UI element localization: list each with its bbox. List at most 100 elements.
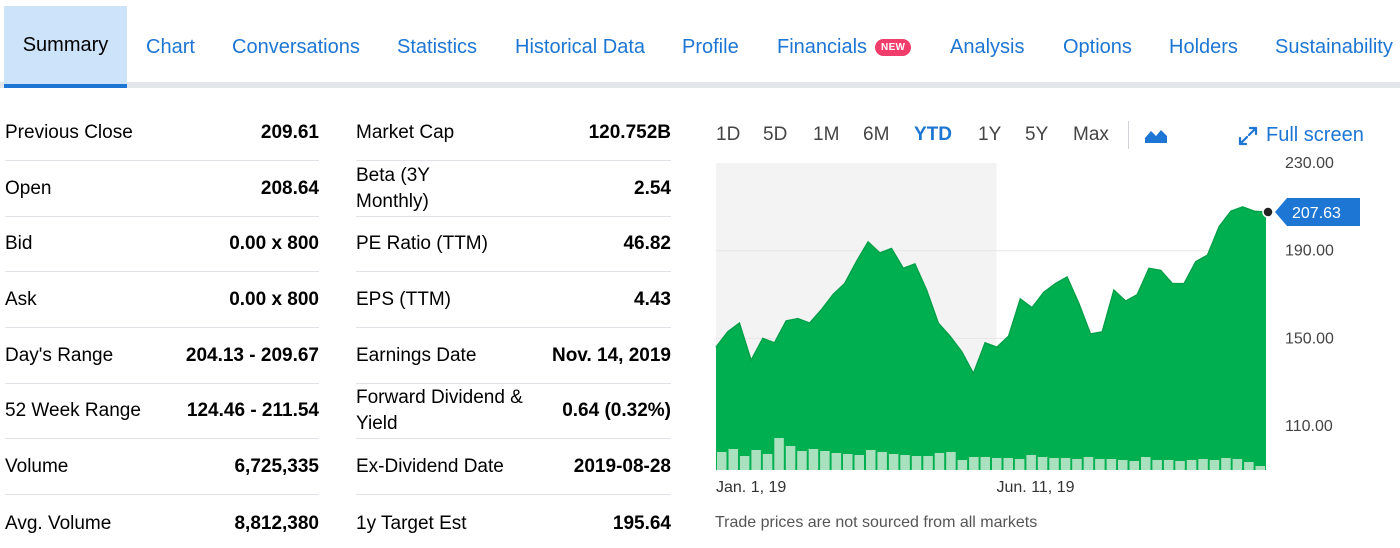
fullscreen-label: Full screen — [1266, 124, 1364, 146]
volume-bar — [785, 446, 796, 470]
volume-bar — [1232, 459, 1243, 470]
volume-bar — [1198, 459, 1208, 470]
quote-row-days-range: Day's Range 204.13 - 209.67 — [5, 329, 319, 384]
tab-label: Historical Data — [515, 35, 646, 58]
row-value: 2.54 — [634, 178, 671, 199]
tab-label: Financials — [777, 35, 868, 58]
volume-bar — [1118, 460, 1128, 470]
y-tick-label: 150.00 — [1285, 330, 1334, 347]
volume-bar — [866, 450, 876, 470]
tab-chart[interactable]: Chart — [146, 6, 195, 88]
volume-bar — [992, 458, 1002, 470]
tab-label: Options — [1063, 35, 1132, 58]
row-value: 0.00 x 800 — [229, 233, 319, 254]
row-value: 208.64 — [260, 178, 319, 199]
volume-bar — [1095, 459, 1105, 470]
chart-footnote: Trade prices are not sourced from all ma… — [715, 514, 1038, 531]
row-label: Market Cap — [356, 122, 455, 143]
volume-bar — [820, 451, 830, 470]
tab-sustainability[interactable]: Sustainability — [1275, 6, 1393, 88]
quote-row-market-cap: Market Cap 120.752B — [356, 106, 671, 161]
row-label: Beta (3Y Monthly) — [356, 165, 430, 212]
tab-summary[interactable]: Summary — [4, 6, 127, 88]
volume-bar — [762, 454, 773, 470]
volume-bar — [957, 460, 968, 470]
range-button-5d[interactable]: 5D — [763, 124, 788, 145]
tab-label: Summary — [22, 33, 109, 56]
range-button-1d[interactable]: 1D — [716, 124, 741, 145]
quote-row-ex-dividend-date: Ex-Dividend Date 2019-08-28 — [356, 440, 671, 495]
tab-financials[interactable]: Financials NEW — [777, 6, 912, 88]
shaded-period — [716, 163, 997, 470]
row-label: EPS (TTM) — [356, 289, 451, 310]
range-button-5y[interactable]: 5Y — [1025, 124, 1049, 145]
volume-bar — [1014, 459, 1025, 470]
quote-row-open: Open 208.64 — [5, 162, 319, 217]
row-value: 2019-08-28 — [573, 456, 671, 477]
quote-row-forward-dividend: Forward Dividend & Yield 0.64 (0.32%) — [356, 384, 671, 439]
quote-row-eps: EPS (TTM) 4.43 — [356, 273, 671, 328]
volume-bar — [728, 449, 738, 470]
row-value: 4.43 — [634, 289, 671, 310]
row-value: 6,725,335 — [234, 456, 319, 477]
volume-bar — [1083, 457, 1094, 470]
row-label: Volume — [5, 456, 69, 477]
volume-bar — [751, 450, 761, 470]
row-label: PE Ratio (TTM) — [356, 233, 488, 254]
volume-bar — [808, 449, 819, 470]
volume-bar — [969, 457, 979, 470]
tab-label: Conversations — [232, 35, 360, 58]
range-button-max[interactable]: Max — [1073, 124, 1109, 145]
tab-historical-data[interactable]: Historical Data — [515, 6, 645, 88]
row-label: 1y Target Est — [356, 512, 467, 534]
range-button-ytd[interactable]: YTD — [914, 124, 952, 145]
quote-row-avg-volume: Avg. Volume 8,812,380 — [5, 496, 319, 548]
volume-bar — [888, 454, 899, 470]
row-value: Nov. 14, 2019 — [551, 345, 671, 366]
tabs-baseline — [0, 82, 1400, 88]
volume-bar — [980, 457, 990, 470]
tab-label: Chart — [146, 35, 195, 58]
volume-bar — [1003, 458, 1013, 470]
range-button-1y[interactable]: 1Y — [978, 124, 1002, 145]
tab-statistics[interactable]: Statistics — [397, 6, 477, 88]
row-label: Open — [5, 178, 52, 199]
row-label: Bid — [5, 233, 33, 254]
y-tick-label: 190.00 — [1285, 243, 1334, 260]
range-button-6m[interactable]: 6M — [863, 124, 890, 145]
tab-label: Holders — [1169, 35, 1238, 58]
tab-holders[interactable]: Holders — [1169, 6, 1238, 88]
tab-options[interactable]: Options — [1063, 6, 1132, 88]
volume-bar — [1037, 457, 1048, 470]
row-value: 195.64 — [612, 512, 671, 534]
mountain-chart-icon[interactable] — [1144, 126, 1168, 144]
tab-profile[interactable]: Profile — [682, 6, 739, 88]
volume-bar — [854, 455, 864, 470]
y-tick-label: 110.00 — [1285, 418, 1333, 435]
volume-bar — [1255, 466, 1265, 470]
range-button-1m[interactable]: 1M — [813, 124, 840, 145]
x-tick-label: Jun. 11, 19 — [997, 479, 1075, 496]
tab-conversations[interactable]: Conversations — [232, 6, 360, 88]
volume-bar — [831, 453, 842, 470]
volume-bar — [774, 438, 784, 470]
volume-bar — [797, 451, 807, 470]
tab-analysis[interactable]: Analysis — [950, 6, 1024, 88]
volume-bar — [1244, 462, 1254, 470]
tab-label: Profile — [682, 35, 739, 58]
volume-bar — [843, 454, 853, 470]
row-label: Forward Dividend & Yield — [356, 387, 523, 434]
price-line — [715, 206, 1267, 376]
volume-bar — [1152, 460, 1162, 470]
current-price-dot — [1262, 206, 1274, 218]
current-price-label: 207.63 — [1292, 205, 1341, 222]
quote-row-beta: Beta (3Y Monthly) 2.54 — [356, 162, 671, 217]
x-tick-label: Jan. 1, 19 — [716, 479, 786, 496]
volume-bar — [1221, 458, 1231, 470]
row-value: 0.64 (0.32%) — [562, 400, 671, 421]
volume-bar — [1026, 455, 1036, 470]
current-price-flag — [1275, 198, 1360, 227]
volume-bar — [1106, 459, 1117, 470]
row-value: 209.61 — [260, 122, 319, 143]
fullscreen-button[interactable]: Full screen — [1238, 124, 1364, 147]
